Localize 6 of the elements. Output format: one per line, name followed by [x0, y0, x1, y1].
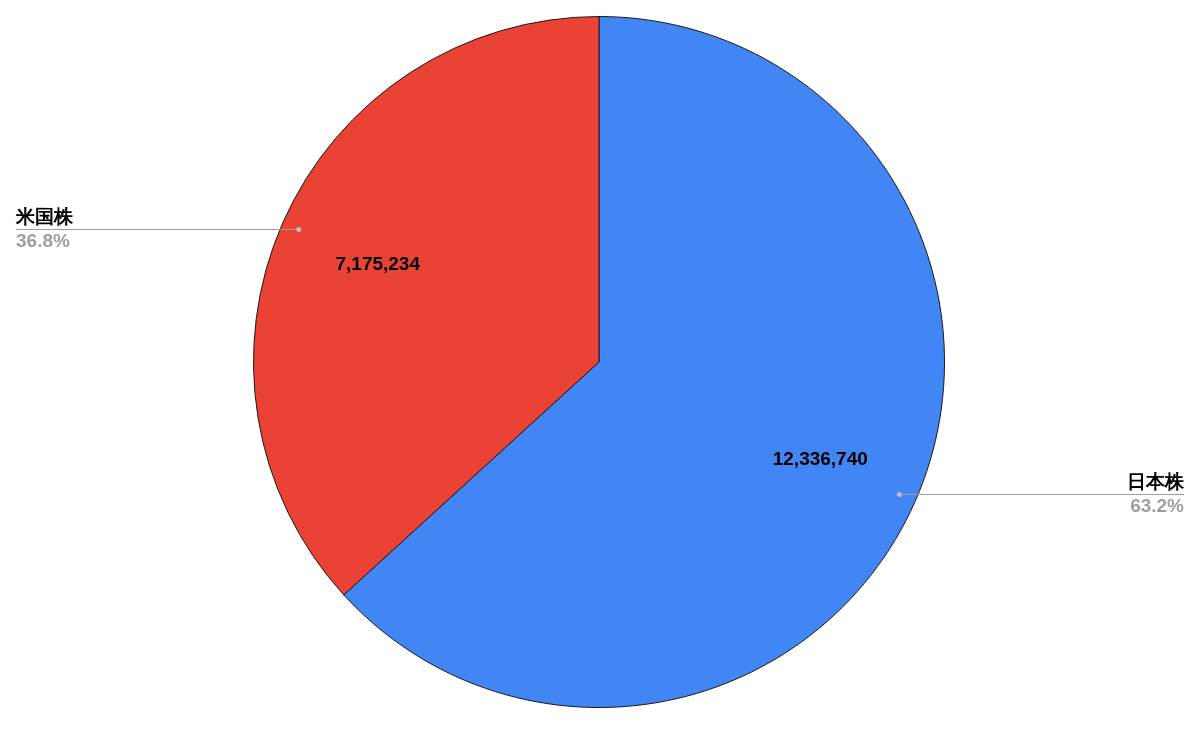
- data-label: 7,175,234: [335, 252, 421, 274]
- slice-label: 米国株: [15, 206, 74, 228]
- data-label: 12,336,740: [772, 447, 868, 469]
- text: 63.2%: [1130, 495, 1185, 517]
- slice-label: 日本株: [1127, 471, 1185, 493]
- text: 36.8%: [16, 230, 70, 252]
